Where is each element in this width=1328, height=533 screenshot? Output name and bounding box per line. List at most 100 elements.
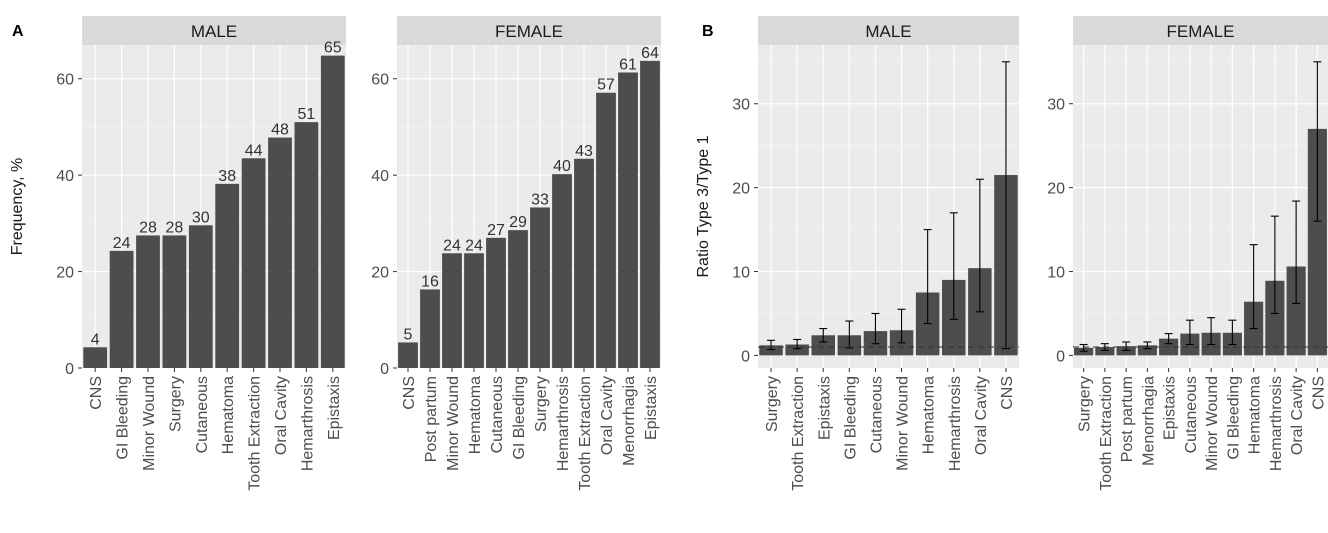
y-tick-label: 40 [371, 168, 389, 185]
bar-data-label: 16 [421, 273, 439, 290]
bar [109, 250, 134, 368]
y-tick-label: 20 [732, 181, 750, 198]
bar [464, 253, 484, 368]
x-tick-label: Tooth Extraction [577, 376, 594, 491]
panel-2: FEMALE 0 20 40 60 5 CNS 16 Post partum 24 Minor Wo… [371, 16, 661, 491]
facet-label: MALE [191, 22, 237, 41]
panel-3: MALE 0 10 20 30 Surgery Tooth Extraction Epista… [695, 16, 1019, 491]
bar [552, 174, 572, 368]
panel-letter: B [702, 23, 714, 40]
bar-data-label: 24 [113, 235, 131, 252]
bar [1286, 266, 1306, 356]
bar [162, 235, 187, 368]
x-tick-label: Cutaneous [194, 376, 211, 453]
x-tick-label: Menorrhagia [621, 376, 638, 466]
facet-label: MALE [865, 22, 911, 41]
bar-data-label: 38 [218, 168, 236, 185]
bar [530, 207, 550, 368]
y-tick-label: 20 [56, 265, 74, 282]
x-tick-label: Epistaxis [643, 376, 660, 440]
y-tick-label: 0 [1056, 348, 1065, 365]
bar-data-label: 30 [192, 209, 210, 226]
y-tick-label: 60 [371, 72, 389, 89]
y-tick-label: 0 [741, 348, 750, 365]
panel-letter: A [12, 23, 24, 40]
facet-strip [82, 16, 346, 45]
x-tick-label: GI Bleeding [842, 376, 859, 460]
x-tick-label: Surgery [1077, 376, 1094, 432]
bar [811, 335, 835, 356]
x-tick-label: Tooth Extraction [247, 376, 264, 491]
bar-data-label: 4 [91, 331, 100, 348]
bar [268, 137, 292, 368]
x-tick-label: Hemarthrosis [299, 376, 316, 471]
panel-4: FEMALE 0 10 20 30 Surgery Tooth Extraction Post… [1047, 16, 1328, 491]
bar-data-label: 57 [597, 77, 615, 94]
bar-data-label: 24 [465, 237, 483, 254]
x-tick-label: Surgery [533, 376, 550, 432]
x-tick-label: Post partum [1119, 376, 1136, 462]
x-tick-label: Hemarthrosis [555, 376, 572, 471]
bar [486, 237, 506, 368]
plot-background [1073, 45, 1328, 368]
x-tick-label: CNS [999, 376, 1016, 410]
bar [215, 183, 240, 368]
bar-data-label: 27 [487, 222, 505, 239]
x-tick-label: GI Bleeding [115, 376, 132, 460]
plot-background [397, 45, 661, 368]
bar [785, 344, 809, 356]
y-tick-label: 0 [65, 361, 74, 378]
facet-label: FEMALE [1166, 22, 1234, 41]
bar-data-label: 43 [575, 143, 593, 160]
bar [508, 230, 528, 368]
bar-data-label: 64 [641, 45, 659, 62]
x-tick-label: Post partum [423, 376, 440, 462]
bar-data-label: 61 [619, 56, 637, 73]
y-axis-title: Ratio Type 3/Type 1 [695, 135, 712, 277]
x-tick-label: Oral Cavity [273, 376, 290, 455]
x-tick-label: Cutaneous [1183, 376, 1200, 453]
bar [1095, 347, 1115, 356]
x-tick-label: Epistaxis [326, 376, 343, 440]
x-tick-label: Epistaxis [1162, 376, 1179, 440]
bar-data-label: 5 [404, 326, 413, 343]
bar [640, 60, 660, 368]
x-tick-label: CNS [401, 376, 418, 410]
bar [294, 122, 319, 368]
y-tick-label: 30 [732, 97, 750, 114]
x-tick-label: Tooth Extraction [790, 376, 807, 491]
bar [442, 253, 462, 368]
x-tick-label: Oral Cavity [599, 376, 616, 455]
y-tick-label: 10 [732, 265, 750, 282]
x-tick-label: Minor Wound [141, 376, 158, 471]
x-tick-label: Hematoma [467, 376, 484, 454]
x-tick-label: Surgery [167, 376, 184, 432]
bar [83, 347, 108, 368]
x-tick-label: Cutaneous [489, 376, 506, 453]
y-tick-label: 20 [371, 265, 389, 282]
bar [618, 72, 638, 369]
facet-label: FEMALE [495, 22, 563, 41]
bar [320, 55, 345, 369]
facet-strip [1073, 16, 1328, 45]
x-tick-label: Minor Wound [895, 376, 912, 471]
bar [398, 342, 418, 368]
bar [420, 289, 440, 368]
bar [759, 345, 783, 356]
panel-1: MALE 0 20 40 60 4 CNS 24 GI Bleeding 28 Minor Woun… [9, 16, 346, 491]
x-tick-label: Minor Wound [1204, 376, 1221, 471]
x-tick-label: Hematoma [220, 376, 237, 454]
x-tick-label: Cutaneous [868, 376, 885, 453]
bar [136, 235, 160, 368]
bar [596, 92, 616, 368]
bar-data-label: 28 [139, 219, 157, 236]
x-tick-label: CNS [1310, 376, 1327, 410]
y-axis-title: Frequency, % [9, 158, 26, 256]
bar [1265, 280, 1285, 356]
x-tick-label: Minor Wound [445, 376, 462, 471]
x-tick-label: Hematoma [921, 376, 938, 454]
bar-data-label: 40 [553, 158, 571, 175]
facet-strip [758, 16, 1019, 45]
x-tick-label: Tooth Extraction [1098, 376, 1115, 491]
